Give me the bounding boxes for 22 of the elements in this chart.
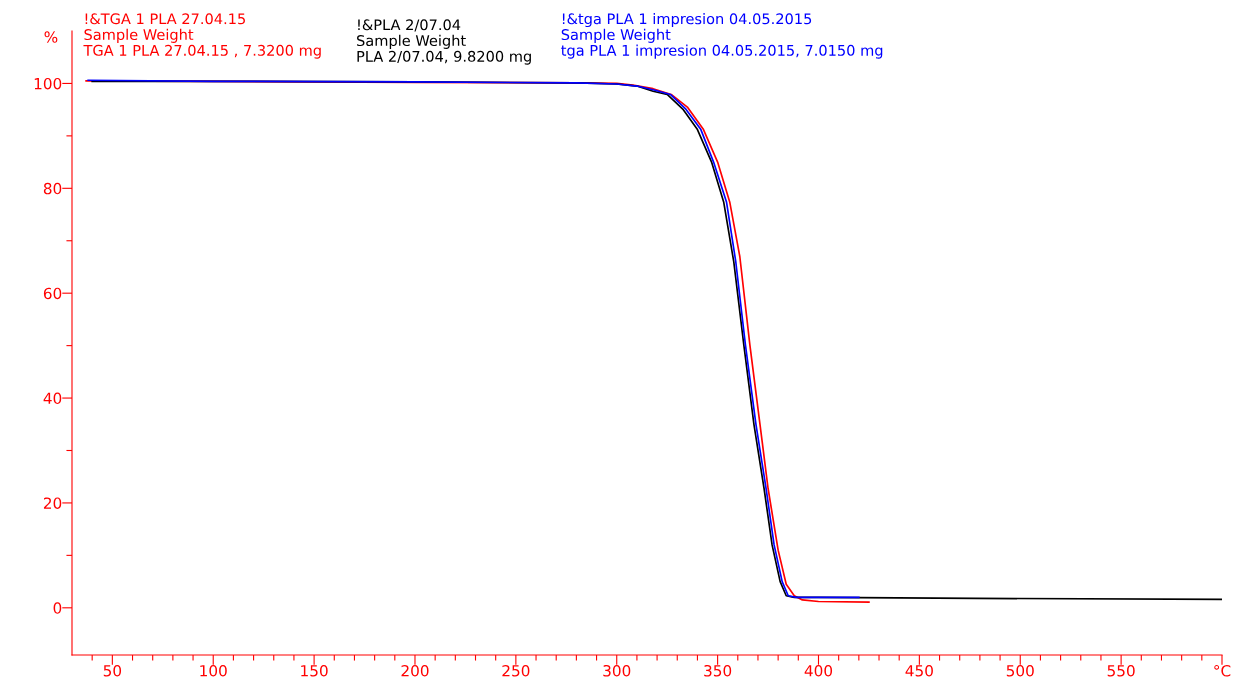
series-label: !&TGA 1 PLA 27.04.15 Sample Weight TGA 1 PLA 27.04.15 , 7.3200 mg: [83, 13, 321, 59]
x-tick-label: 150: [301, 664, 328, 677]
y-tick-label: 0: [53, 602, 62, 614]
y-axis-title: %: [44, 31, 58, 43]
x-tick-label: 350: [704, 664, 732, 677]
x-tick-label: 200: [401, 664, 429, 677]
x-tick-label: 300: [603, 664, 631, 677]
series-label: !&tga PLA 1 impresion 04.05.2015 Sample Weight tga PLA 1 impresion 04.05.2015, 7.0150 mg: [561, 13, 883, 59]
x-tick-label: 450: [905, 664, 933, 677]
y-tick-label: 80: [43, 182, 62, 195]
x-tick-label: 250: [502, 664, 530, 677]
y-tick-label: 20: [43, 497, 62, 509]
series-label: !&PLA 2/07.04 Sample Weight PLA 2/07.04, 9.8200 mg: [357, 19, 531, 65]
y-tick-label: 40: [43, 392, 62, 405]
y-tick-label: 100: [34, 77, 62, 90]
y-tick-label: 60: [43, 287, 62, 300]
x-tick-label: 400: [804, 664, 833, 677]
x-tick-label: 550: [1107, 664, 1135, 677]
x-tick-label: 100: [200, 664, 227, 677]
x-tick-label: °C: [1214, 664, 1231, 677]
x-tick-label: 50: [103, 664, 122, 677]
x-tick-label: 500: [1006, 664, 1034, 677]
